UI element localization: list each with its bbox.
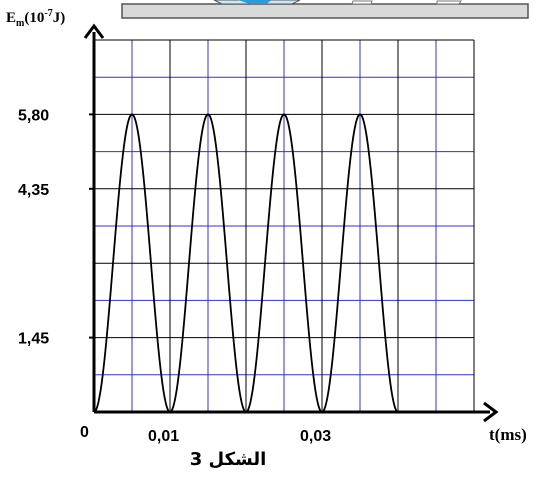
apparatus-ruler-left [351, 0, 373, 5]
tick-labels: 1,45 4,35 5,80 0 0,01 0,03 [18, 107, 331, 445]
y-tick-label: 5,80 [18, 107, 49, 124]
x-tick-label: 0 [80, 424, 89, 441]
y-tick-label: 4,35 [18, 182, 49, 199]
apparatus-illustration [121, 0, 529, 19]
x-tick-label: 0,03 [300, 428, 331, 445]
apparatus-base [121, 3, 529, 19]
apparatus-ruler-right [436, 0, 462, 5]
y-axis-arrowhead [83, 23, 105, 39]
x-axis-arrowhead [483, 401, 499, 423]
grid [94, 39, 475, 412]
y-tick-label: 1,45 [18, 331, 49, 348]
figure-caption: الشكل 3 [190, 449, 267, 470]
x-axis-title: t(ms) [489, 425, 527, 444]
axes [83, 23, 499, 423]
y-axis-title: Em(10-7J) [6, 8, 65, 29]
apparatus-liquid [238, 0, 272, 4]
x-tick-label: 0,01 [148, 428, 179, 445]
